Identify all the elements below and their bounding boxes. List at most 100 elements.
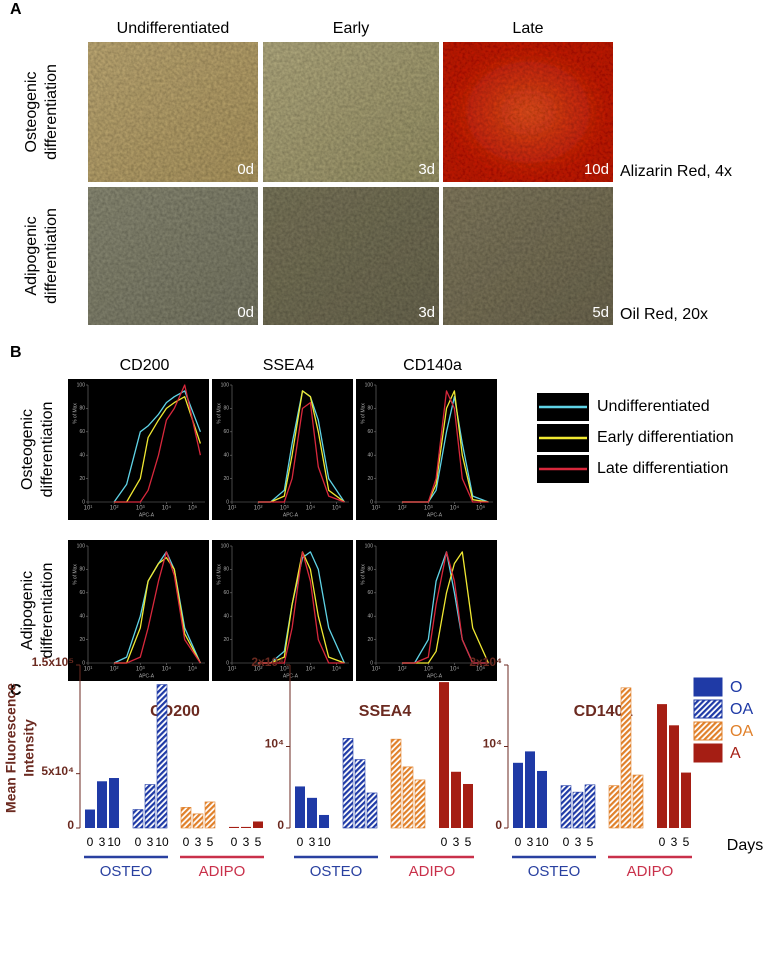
- y-tick-label: 80: [367, 406, 373, 412]
- x-tick-label: 0: [441, 835, 448, 849]
- x-tick-label: 10⁴: [306, 666, 316, 673]
- bar: [657, 704, 667, 828]
- x-tick-label: 10³: [280, 506, 289, 512]
- x-tick-label: 10⁵: [332, 505, 342, 512]
- x-tick-label: 10³: [424, 506, 433, 512]
- row-label: Osteogenic: [19, 409, 36, 490]
- y-tick-label: 60: [79, 429, 85, 435]
- x-tick-label: 10³: [424, 667, 433, 673]
- row-label: differentiation: [39, 563, 56, 659]
- x-tick-label: 10⁵: [188, 666, 198, 673]
- bar: [109, 778, 119, 828]
- y-tick-label: 100: [365, 382, 374, 388]
- y-axis-label: % of Max: [72, 564, 78, 585]
- y-tick-label: 20: [223, 476, 229, 482]
- histogram-line: [402, 551, 489, 664]
- bar: [204, 801, 216, 829]
- bar: [632, 774, 644, 829]
- y-axis-label: Intensity: [21, 719, 37, 777]
- group-label: ADIPO: [409, 863, 456, 880]
- y-tick-label: 10⁴: [483, 737, 502, 751]
- x-tick-label: 0: [297, 835, 304, 849]
- y-tick-label: 40: [367, 614, 373, 620]
- x-tick-label: 10³: [136, 506, 145, 512]
- y-tick-label: 20: [79, 637, 85, 643]
- bar: [319, 814, 329, 828]
- bar: [295, 786, 305, 828]
- group-label: OSTEO: [528, 863, 581, 880]
- x-tick-label: 0: [231, 835, 238, 849]
- bar: [241, 826, 251, 828]
- x-tick-label: 0: [87, 835, 94, 849]
- legend-swatch: [693, 743, 723, 763]
- column-header: CD200: [120, 357, 170, 374]
- bar: [513, 762, 523, 828]
- group-label: OSTEO: [100, 863, 153, 880]
- micrograph: [88, 42, 258, 182]
- x-tick-label: 3: [243, 835, 250, 849]
- histogram-line: [114, 396, 202, 503]
- x-tick-label: 3: [527, 835, 534, 849]
- x-tick-label: 10¹: [372, 506, 381, 512]
- x-axis-label: APC-A: [139, 512, 155, 518]
- legend-label: O: [730, 679, 742, 696]
- histogram-line: [402, 551, 489, 664]
- y-tick-label: 0: [67, 818, 74, 832]
- x-tick-label: 10⁴: [306, 505, 316, 512]
- x-tick-label: 3: [671, 835, 678, 849]
- histogram-line: [258, 551, 345, 664]
- x-tick-label: 10²: [254, 667, 263, 673]
- x-tick-label: 10³: [280, 667, 289, 673]
- x-axis-label: APC-A: [427, 673, 443, 679]
- micrograph: [88, 187, 258, 325]
- y-tick-label: 20: [367, 476, 373, 482]
- bar: [669, 725, 679, 828]
- panel-label: C: [10, 682, 22, 699]
- plot-background: [68, 540, 209, 681]
- y-tick-label: 40: [223, 614, 229, 620]
- plot-background: [356, 379, 497, 520]
- x-tick-label: 5: [255, 835, 262, 849]
- row-label: Osteogenic: [23, 72, 40, 153]
- y-tick-label: 20: [223, 637, 229, 643]
- histogram-line: [258, 390, 345, 503]
- bar: [97, 781, 107, 828]
- bar: [366, 792, 378, 829]
- panel-label: A: [10, 1, 22, 18]
- x-tick-label: 10⁵: [188, 505, 198, 512]
- bar: [584, 784, 596, 829]
- x-tick-label: 10⁴: [162, 666, 172, 673]
- row-label: Adipogenic: [19, 571, 36, 650]
- y-tick-label: 80: [367, 567, 373, 573]
- x-tick-label: 10³: [136, 667, 145, 673]
- y-axis-label: % of Max: [216, 403, 222, 424]
- y-axis-label: % of Max: [72, 403, 78, 424]
- x-tick-label: 3: [147, 835, 154, 849]
- plot-background: [212, 379, 353, 520]
- legend-swatch: [693, 677, 723, 697]
- x-tick-label: 10⁴: [450, 505, 460, 512]
- bar: [620, 687, 632, 829]
- x-tick-label: 10: [535, 835, 549, 849]
- bar: [451, 771, 461, 828]
- plot-background: [68, 379, 209, 520]
- y-tick-label: 60: [223, 429, 229, 435]
- y-tick-label: 60: [79, 590, 85, 596]
- x-tick-label: 10²: [110, 506, 119, 512]
- bar: [463, 783, 473, 828]
- y-tick-label: 40: [79, 453, 85, 459]
- column-header: Early: [333, 20, 369, 37]
- bar: [537, 770, 547, 828]
- legend-swatch: [693, 699, 723, 719]
- histogram-line: [258, 551, 345, 664]
- bar: [342, 738, 354, 829]
- column-header: Undifferentiated: [117, 20, 230, 37]
- bar: [560, 785, 572, 829]
- y-axis-label: % of Max: [360, 564, 366, 585]
- bar: [572, 791, 584, 829]
- y-tick-label: 100: [221, 543, 230, 549]
- y-tick-label: 100: [365, 543, 374, 549]
- y-tick-label: 2x10⁴: [251, 655, 284, 669]
- panel-label: B: [10, 344, 22, 361]
- y-tick-label: 100: [221, 382, 230, 388]
